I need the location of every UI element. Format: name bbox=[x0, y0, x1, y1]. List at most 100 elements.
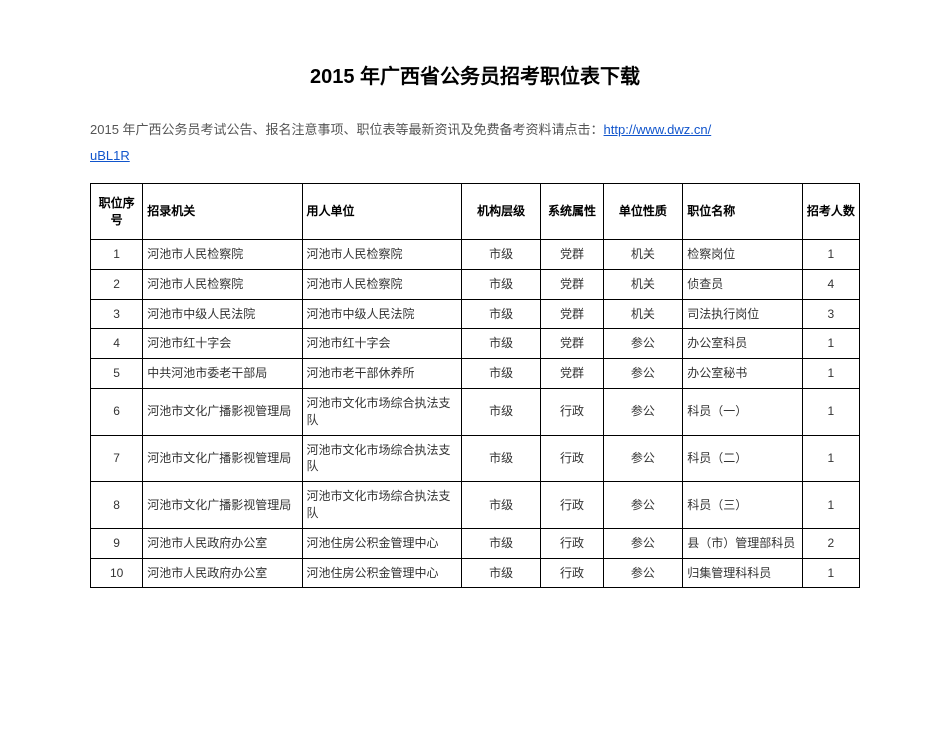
intro-link-part2[interactable]: uBL1R bbox=[90, 148, 130, 163]
cell-lvl: 市级 bbox=[461, 435, 541, 482]
cell-pos: 科员（三） bbox=[683, 482, 802, 529]
cell-unit: 河池市老干部休养所 bbox=[302, 359, 461, 389]
cell-idx: 5 bbox=[91, 359, 143, 389]
cell-idx: 1 bbox=[91, 240, 143, 270]
cell-unit: 河池市文化市场综合执法支队 bbox=[302, 435, 461, 482]
table-head: 职位序号招录机关用人单位机构层级系统属性单位性质职位名称招考人数 bbox=[91, 184, 860, 240]
cell-nat: 参公 bbox=[603, 528, 683, 558]
table-row: 6河池市文化广播影视管理局河池市文化市场综合执法支队市级行政参公科员（一）1 bbox=[91, 388, 860, 435]
table-row: 2河池市人民检察院河池市人民检察院市级党群机关侦查员4 bbox=[91, 269, 860, 299]
cell-org: 中共河池市委老干部局 bbox=[143, 359, 302, 389]
cell-unit: 河池住房公积金管理中心 bbox=[302, 558, 461, 588]
cell-cnt: 1 bbox=[802, 435, 859, 482]
intro-paragraph: 2015 年广西公务员考试公告、报名注意事项、职位表等最新资讯及免费备考资料请点… bbox=[90, 117, 860, 169]
cell-unit: 河池市文化市场综合执法支队 bbox=[302, 388, 461, 435]
cell-pos: 县（市）管理部科员 bbox=[683, 528, 802, 558]
cell-cnt: 4 bbox=[802, 269, 859, 299]
cell-pos: 归集管理科科员 bbox=[683, 558, 802, 588]
cell-sys: 行政 bbox=[541, 558, 603, 588]
cell-unit: 河池市中级人民法院 bbox=[302, 299, 461, 329]
cell-lvl: 市级 bbox=[461, 528, 541, 558]
table-header-row: 职位序号招录机关用人单位机构层级系统属性单位性质职位名称招考人数 bbox=[91, 184, 860, 240]
cell-pos: 检察岗位 bbox=[683, 240, 802, 270]
cell-nat: 参公 bbox=[603, 482, 683, 529]
cell-sys: 党群 bbox=[541, 359, 603, 389]
cell-unit: 河池住房公积金管理中心 bbox=[302, 528, 461, 558]
cell-nat: 参公 bbox=[603, 435, 683, 482]
col-header-org: 招录机关 bbox=[143, 184, 302, 240]
cell-idx: 2 bbox=[91, 269, 143, 299]
cell-lvl: 市级 bbox=[461, 299, 541, 329]
cell-org: 河池市红十字会 bbox=[143, 329, 302, 359]
col-header-pos: 职位名称 bbox=[683, 184, 802, 240]
cell-idx: 8 bbox=[91, 482, 143, 529]
cell-sys: 行政 bbox=[541, 528, 603, 558]
cell-nat: 参公 bbox=[603, 359, 683, 389]
cell-sys: 行政 bbox=[541, 482, 603, 529]
cell-cnt: 1 bbox=[802, 482, 859, 529]
table-row: 1河池市人民检察院河池市人民检察院市级党群机关检察岗位1 bbox=[91, 240, 860, 270]
cell-nat: 机关 bbox=[603, 240, 683, 270]
col-header-lvl: 机构层级 bbox=[461, 184, 541, 240]
table-row: 8河池市文化广播影视管理局河池市文化市场综合执法支队市级行政参公科员（三）1 bbox=[91, 482, 860, 529]
cell-org: 河池市文化广播影视管理局 bbox=[143, 435, 302, 482]
cell-cnt: 1 bbox=[802, 329, 859, 359]
cell-sys: 党群 bbox=[541, 299, 603, 329]
intro-link-part1[interactable]: http://www.dwz.cn/ bbox=[604, 122, 712, 137]
col-header-sys: 系统属性 bbox=[541, 184, 603, 240]
cell-lvl: 市级 bbox=[461, 482, 541, 529]
cell-pos: 司法执行岗位 bbox=[683, 299, 802, 329]
cell-unit: 河池市人民检察院 bbox=[302, 269, 461, 299]
cell-pos: 侦查员 bbox=[683, 269, 802, 299]
cell-sys: 党群 bbox=[541, 329, 603, 359]
cell-org: 河池市人民检察院 bbox=[143, 269, 302, 299]
positions-table: 职位序号招录机关用人单位机构层级系统属性单位性质职位名称招考人数 1河池市人民检… bbox=[90, 183, 860, 588]
intro-text: 2015 年广西公务员考试公告、报名注意事项、职位表等最新资讯及免费备考资料请点… bbox=[90, 122, 604, 137]
cell-idx: 7 bbox=[91, 435, 143, 482]
cell-sys: 党群 bbox=[541, 269, 603, 299]
cell-pos: 科员（一） bbox=[683, 388, 802, 435]
cell-cnt: 1 bbox=[802, 359, 859, 389]
cell-cnt: 3 bbox=[802, 299, 859, 329]
cell-sys: 行政 bbox=[541, 435, 603, 482]
col-header-idx: 职位序号 bbox=[91, 184, 143, 240]
cell-lvl: 市级 bbox=[461, 240, 541, 270]
cell-org: 河池市人民检察院 bbox=[143, 240, 302, 270]
cell-idx: 6 bbox=[91, 388, 143, 435]
cell-nat: 参公 bbox=[603, 558, 683, 588]
table-row: 3河池市中级人民法院河池市中级人民法院市级党群机关司法执行岗位3 bbox=[91, 299, 860, 329]
table-body: 1河池市人民检察院河池市人民检察院市级党群机关检察岗位12河池市人民检察院河池市… bbox=[91, 240, 860, 588]
cell-cnt: 2 bbox=[802, 528, 859, 558]
cell-lvl: 市级 bbox=[461, 329, 541, 359]
cell-pos: 办公室秘书 bbox=[683, 359, 802, 389]
cell-cnt: 1 bbox=[802, 558, 859, 588]
cell-org: 河池市人民政府办公室 bbox=[143, 558, 302, 588]
cell-nat: 参公 bbox=[603, 329, 683, 359]
cell-cnt: 1 bbox=[802, 240, 859, 270]
cell-idx: 3 bbox=[91, 299, 143, 329]
cell-sys: 行政 bbox=[541, 388, 603, 435]
col-header-cnt: 招考人数 bbox=[802, 184, 859, 240]
cell-lvl: 市级 bbox=[461, 558, 541, 588]
col-header-nat: 单位性质 bbox=[603, 184, 683, 240]
cell-cnt: 1 bbox=[802, 388, 859, 435]
table-row: 7河池市文化广播影视管理局河池市文化市场综合执法支队市级行政参公科员（二）1 bbox=[91, 435, 860, 482]
table-row: 10河池市人民政府办公室河池住房公积金管理中心市级行政参公归集管理科科员1 bbox=[91, 558, 860, 588]
cell-pos: 科员（二） bbox=[683, 435, 802, 482]
table-row: 4河池市红十字会河池市红十字会市级党群参公办公室科员1 bbox=[91, 329, 860, 359]
cell-sys: 党群 bbox=[541, 240, 603, 270]
cell-nat: 机关 bbox=[603, 269, 683, 299]
cell-idx: 4 bbox=[91, 329, 143, 359]
cell-org: 河池市中级人民法院 bbox=[143, 299, 302, 329]
cell-lvl: 市级 bbox=[461, 359, 541, 389]
col-header-unit: 用人单位 bbox=[302, 184, 461, 240]
cell-org: 河池市人民政府办公室 bbox=[143, 528, 302, 558]
cell-nat: 参公 bbox=[603, 388, 683, 435]
cell-idx: 10 bbox=[91, 558, 143, 588]
cell-unit: 河池市红十字会 bbox=[302, 329, 461, 359]
cell-unit: 河池市文化市场综合执法支队 bbox=[302, 482, 461, 529]
table-row: 9河池市人民政府办公室河池住房公积金管理中心市级行政参公县（市）管理部科员2 bbox=[91, 528, 860, 558]
cell-idx: 9 bbox=[91, 528, 143, 558]
cell-org: 河池市文化广播影视管理局 bbox=[143, 482, 302, 529]
cell-lvl: 市级 bbox=[461, 388, 541, 435]
